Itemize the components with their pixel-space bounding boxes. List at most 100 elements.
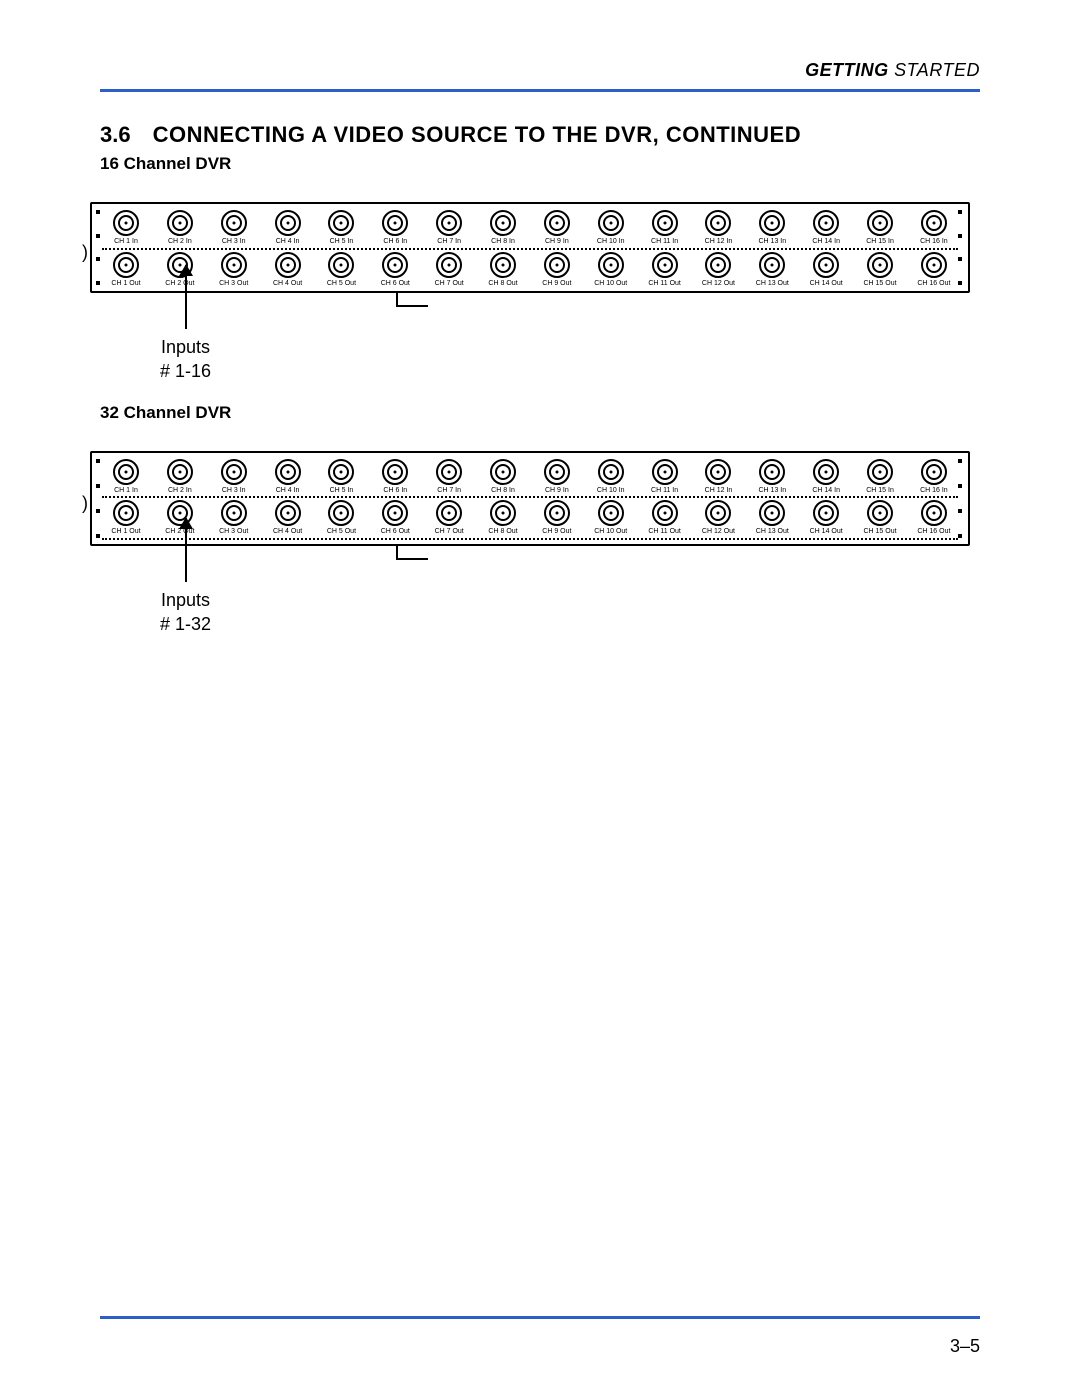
rivet-icon <box>96 534 100 538</box>
rivet-icon <box>958 534 962 538</box>
connector: CH 16 Out <box>908 252 960 287</box>
bnc-connector-icon <box>652 210 678 236</box>
connector-label: CH 5 In <box>330 238 354 245</box>
rivet-icon <box>958 459 962 463</box>
connector-label: CH 9 In <box>545 238 569 245</box>
connector: CH 8 Out <box>477 252 529 287</box>
connector-label: CH 10 Out <box>594 528 627 535</box>
section-heading: 3.6 CONNECTING A VIDEO SOURCE TO THE DVR… <box>100 122 980 148</box>
connector: CH 9 Out <box>531 500 583 535</box>
connector: CH 4 Out <box>262 500 314 535</box>
connector: CH 12 Out <box>692 500 744 535</box>
connector: CH 9 Out <box>531 252 583 287</box>
connector-label: CH 8 Out <box>488 280 517 287</box>
bnc-connector-icon <box>490 210 516 236</box>
bnc-connector-icon <box>813 459 839 485</box>
connector: CH 14 Out <box>800 500 852 535</box>
row-inputs: CH 1 In CH 2 In CH 3 In CH 4 In CH 5 In … <box>98 210 962 245</box>
connector-label: CH 12 Out <box>702 280 735 287</box>
bnc-connector-icon <box>544 210 570 236</box>
connector: CH 1 Out <box>100 500 152 535</box>
connector: CH 2 In <box>154 210 206 245</box>
connector: CH 15 In <box>854 459 906 494</box>
bnc-connector-icon <box>652 459 678 485</box>
bnc-connector-icon <box>544 459 570 485</box>
rivet-icon <box>96 281 100 285</box>
connector: CH 10 Out <box>585 252 637 287</box>
connector: CH 16 In <box>908 210 960 245</box>
arrow-icon <box>185 518 187 582</box>
connector-label: CH 15 Out <box>863 280 896 287</box>
bnc-connector-icon <box>598 252 624 278</box>
bnc-connector-icon <box>705 210 731 236</box>
rivet-icon <box>96 459 100 463</box>
bnc-connector-icon <box>436 500 462 526</box>
header-rule <box>100 89 980 92</box>
rivet-icon <box>96 210 100 214</box>
connector-label: CH 7 In <box>437 238 461 245</box>
connector: CH 2 In <box>154 459 206 494</box>
connector-label: CH 13 In <box>759 487 787 494</box>
connector-label: CH 9 Out <box>542 528 571 535</box>
callout-line1: Inputs <box>161 337 210 357</box>
connector: CH 3 In <box>208 210 260 245</box>
bnc-connector-icon <box>328 210 354 236</box>
callout-line2: # 1-16 <box>160 361 211 381</box>
rivet-icon <box>958 509 962 513</box>
connector: CH 1 Out <box>100 252 152 287</box>
panel-16ch: CH 1 In CH 2 In CH 3 In CH 4 In CH 5 In … <box>90 202 970 293</box>
bnc-connector-icon <box>705 252 731 278</box>
connector-label: CH 14 In <box>812 487 840 494</box>
connector-label: CH 4 Out <box>273 280 302 287</box>
bnc-connector-icon <box>275 459 301 485</box>
connector: CH 6 Out <box>369 500 421 535</box>
connector: CH 3 In <box>208 459 260 494</box>
panel16-wrap: ) CH 1 In CH 2 In CH 3 In <box>90 202 980 293</box>
connector-label: CH 11 In <box>651 238 678 245</box>
connector: CH 5 Out <box>315 500 367 535</box>
bnc-connector-icon <box>705 500 731 526</box>
bnc-connector-icon <box>813 252 839 278</box>
rivets-left <box>96 210 102 285</box>
connector-label: CH 15 In <box>866 238 894 245</box>
bnc-connector-icon <box>382 252 408 278</box>
subheading-16ch: 16 Channel DVR <box>100 154 980 174</box>
bnc-connector-icon <box>490 500 516 526</box>
bnc-connector-icon <box>921 252 947 278</box>
page-number: 3–5 <box>950 1336 980 1357</box>
bnc-connector-icon <box>221 500 247 526</box>
connector-label: CH 8 In <box>491 238 515 245</box>
connector-label: CH 7 Out <box>435 528 464 535</box>
connector: CH 12 In <box>692 459 744 494</box>
connector-label: CH 10 In <box>597 487 625 494</box>
bnc-connector-icon <box>436 459 462 485</box>
l-hook-icon <box>396 291 428 307</box>
bnc-connector-icon <box>328 459 354 485</box>
connector-label: CH 13 Out <box>756 280 789 287</box>
row-inputs: CH 1 In CH 2 In CH 3 In CH 4 In CH 5 In … <box>98 459 962 494</box>
connector: CH 11 Out <box>639 252 691 287</box>
connector: CH 5 In <box>315 459 367 494</box>
connector-label: CH 6 Out <box>381 280 410 287</box>
callout-text: Inputs # 1-16 <box>160 335 211 384</box>
bnc-connector-icon <box>759 500 785 526</box>
connector: CH 7 In <box>423 459 475 494</box>
bnc-connector-icon <box>598 500 624 526</box>
connector: CH 3 Out <box>208 500 260 535</box>
callout-32: Inputs # 1-32 <box>160 518 211 637</box>
rivet-icon <box>96 257 100 261</box>
connector: CH 13 Out <box>746 500 798 535</box>
connector-label: CH 1 Out <box>111 280 140 287</box>
rivets-right <box>958 210 964 285</box>
bnc-connector-icon <box>221 252 247 278</box>
footer-rule <box>100 1316 980 1319</box>
connector: CH 13 Out <box>746 252 798 287</box>
connector-label: CH 2 In <box>168 238 192 245</box>
rivets-right <box>958 459 964 538</box>
bnc-connector-icon <box>167 210 193 236</box>
bnc-connector-icon <box>113 500 139 526</box>
connector-label: CH 5 Out <box>327 280 356 287</box>
connector-label: CH 6 In <box>383 238 407 245</box>
bnc-connector-icon <box>544 500 570 526</box>
bnc-connector-icon <box>490 459 516 485</box>
